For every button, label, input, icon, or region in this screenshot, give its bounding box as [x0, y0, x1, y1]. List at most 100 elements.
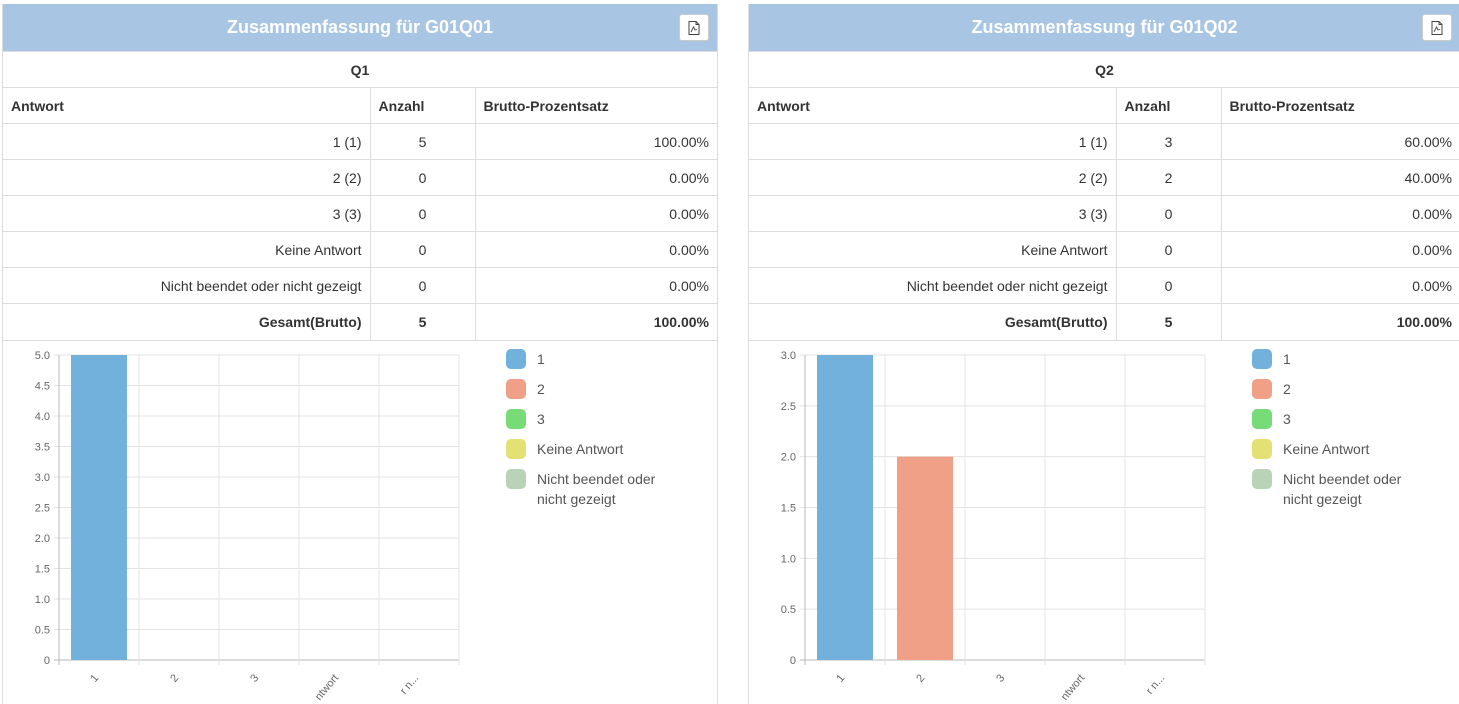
y-tick-label: 1.5: [781, 502, 796, 514]
chart-legend: 1 2 3 Keine Antwort Nicht beendet oder n…: [1252, 348, 1418, 519]
answer-cell: Nicht beendet oder nicht gezeigt: [3, 267, 370, 304]
panel-title: Zusammenfassung für G01Q02: [971, 17, 1238, 37]
legend-swatch: [506, 468, 526, 489]
percent-cell: 0.00%: [1220, 195, 1459, 232]
y-tick-label: 1.0: [781, 553, 796, 565]
answer-cell: 1 (1): [3, 123, 370, 160]
x-tick-label: 3: [248, 672, 261, 684]
bar-1: [817, 354, 873, 660]
y-tick-label: 3.5: [35, 441, 50, 453]
legend-item[interactable]: 1: [506, 348, 672, 369]
table-row: 3 (3) 0 0.00%: [3, 195, 717, 232]
legend-item[interactable]: Nicht beendet oder nicht gezeigt: [1252, 468, 1418, 509]
panel-header: Zusammenfassung für G01Q02: [749, 4, 1459, 51]
legend-label: 2: [1283, 380, 1291, 397]
legend-label: Nicht beendet oder nicht gezeigt: [537, 470, 656, 507]
count-cell: 0: [1115, 195, 1221, 232]
total-label: Gesamt(Brutto): [749, 303, 1116, 340]
legend-label: 3: [537, 410, 545, 427]
total-row: Gesamt(Brutto) 5 100.00%: [3, 303, 717, 340]
x-tick-label: 2: [914, 672, 927, 684]
table-row: Keine Antwort 0 0.00%: [749, 231, 1459, 268]
legend-swatch: [1252, 408, 1272, 429]
pdf-file-icon: [1431, 20, 1443, 35]
table-row: 2 (2) 2 40.00%: [749, 159, 1459, 196]
y-tick-label: 0.5: [35, 624, 50, 636]
summary-panel-g01q01: Zusammenfassung für G01Q01 Q1 Antwort An…: [2, 4, 718, 704]
answer-cell: 2 (2): [3, 159, 370, 196]
col-header-count: Anzahl: [369, 87, 475, 124]
total-percent: 100.00%: [1220, 303, 1459, 340]
export-pdf-button[interactable]: [1422, 14, 1452, 41]
count-cell: 5: [369, 123, 475, 160]
table-row: 1 (1) 3 60.00%: [749, 123, 1459, 160]
chart-area: 0 0.5 1.0 1.5 2.0 2.5 3.0 3.5 4.0 4.5 5.0 1 2 3 ntwort…: [3, 339, 717, 701]
answer-cell: Nicht beendet oder nicht gezeigt: [749, 267, 1116, 304]
summary-table: Q2 Antwort Anzahl Brutto-Prozentsatz 1 (…: [749, 51, 1459, 340]
answer-cell: 1 (1): [749, 123, 1116, 160]
percent-cell: 40.00%: [1220, 159, 1459, 196]
col-header-answer: Antwort: [3, 87, 370, 124]
answer-cell: 2 (2): [749, 159, 1116, 196]
y-tick-label: 2.0: [781, 451, 796, 463]
percent-cell: 0.00%: [474, 195, 717, 232]
export-pdf-button[interactable]: [679, 14, 709, 41]
col-header-percent: Brutto-Prozentsatz: [1220, 87, 1459, 124]
col-header-count: Anzahl: [1115, 87, 1221, 124]
y-tick-label: 3.0: [35, 472, 50, 484]
legend-item[interactable]: 3: [506, 408, 672, 429]
chart-legend: 1 2 3 Keine Antwort Nicht beendet oder n…: [506, 348, 672, 519]
legend-label: Nicht beendet oder nicht gezeigt: [1283, 470, 1402, 507]
legend-item[interactable]: 2: [506, 378, 672, 399]
bar-2: [897, 456, 953, 660]
answer-cell: 3 (3): [749, 195, 1116, 232]
legend-swatch: [1252, 348, 1272, 369]
x-tick-label: 2: [168, 672, 181, 684]
legend-label: 3: [1283, 410, 1291, 427]
legend-swatch: [506, 378, 526, 399]
summary-table: Q1 Antwort Anzahl Brutto-Prozentsatz 1 (…: [3, 51, 717, 340]
panel-title: Zusammenfassung für G01Q01: [226, 17, 494, 37]
percent-cell: 0.00%: [474, 267, 717, 304]
question-code: Q2: [749, 51, 1459, 88]
chart-area: 0 0.5 1.0 1.5 2.0 2.5 3.0 1 2 3 ntwort r n... 1 2 3…: [749, 339, 1459, 701]
x-tick-label: ntwort: [1059, 672, 1087, 701]
table-row: 1 (1) 5 100.00%: [3, 123, 717, 160]
answer-cell: 3 (3): [3, 195, 370, 232]
x-tick-label: 1: [88, 672, 101, 684]
legend-swatch: [1252, 468, 1272, 489]
legend-item[interactable]: 1: [1252, 348, 1418, 369]
count-cell: 0: [369, 195, 475, 232]
table-row: Nicht beendet oder nicht gezeigt 0 0.00%: [749, 267, 1459, 304]
count-cell: 0: [1115, 231, 1221, 268]
legend-item[interactable]: 2: [1252, 378, 1418, 399]
total-count: 5: [1115, 303, 1221, 340]
legend-label: 2: [537, 380, 545, 397]
legend-label: 1: [1283, 350, 1291, 367]
total-count: 5: [369, 303, 475, 340]
col-header-answer: Antwort: [749, 87, 1116, 124]
y-tick-label: 1.5: [35, 563, 50, 575]
percent-cell: 100.00%: [474, 123, 717, 160]
bar-chart: 0 0.5 1.0 1.5 2.0 2.5 3.0 1 2 3 ntwort r n...: [781, 350, 1206, 701]
y-tick-label: 4.0: [35, 411, 50, 423]
y-tick-label: 5.0: [35, 350, 50, 362]
legend-item[interactable]: 3: [1252, 408, 1418, 429]
total-percent: 100.00%: [474, 303, 717, 340]
x-tick-label: 3: [994, 672, 1007, 684]
answer-cell: Keine Antwort: [3, 231, 370, 268]
y-tick-label: 0.5: [781, 604, 796, 616]
total-label: Gesamt(Brutto): [3, 303, 370, 340]
percent-cell: 60.00%: [1220, 123, 1459, 160]
legend-item[interactable]: Keine Antwort: [1252, 438, 1418, 459]
legend-item[interactable]: Keine Antwort: [506, 438, 672, 459]
table-row: 2 (2) 0 0.00%: [3, 159, 717, 196]
count-cell: 2: [1115, 159, 1221, 196]
panel-header: Zusammenfassung für G01Q01: [3, 4, 717, 51]
legend-swatch: [1252, 438, 1272, 459]
legend-item[interactable]: Nicht beendet oder nicht gezeigt: [506, 468, 672, 509]
percent-cell: 0.00%: [1220, 231, 1459, 268]
legend-label: Keine Antwort: [537, 440, 624, 457]
summary-panel-g01q02: Zusammenfassung für G01Q02 Q2 Antwort An…: [748, 4, 1459, 704]
y-tick-label: 0: [790, 655, 796, 667]
